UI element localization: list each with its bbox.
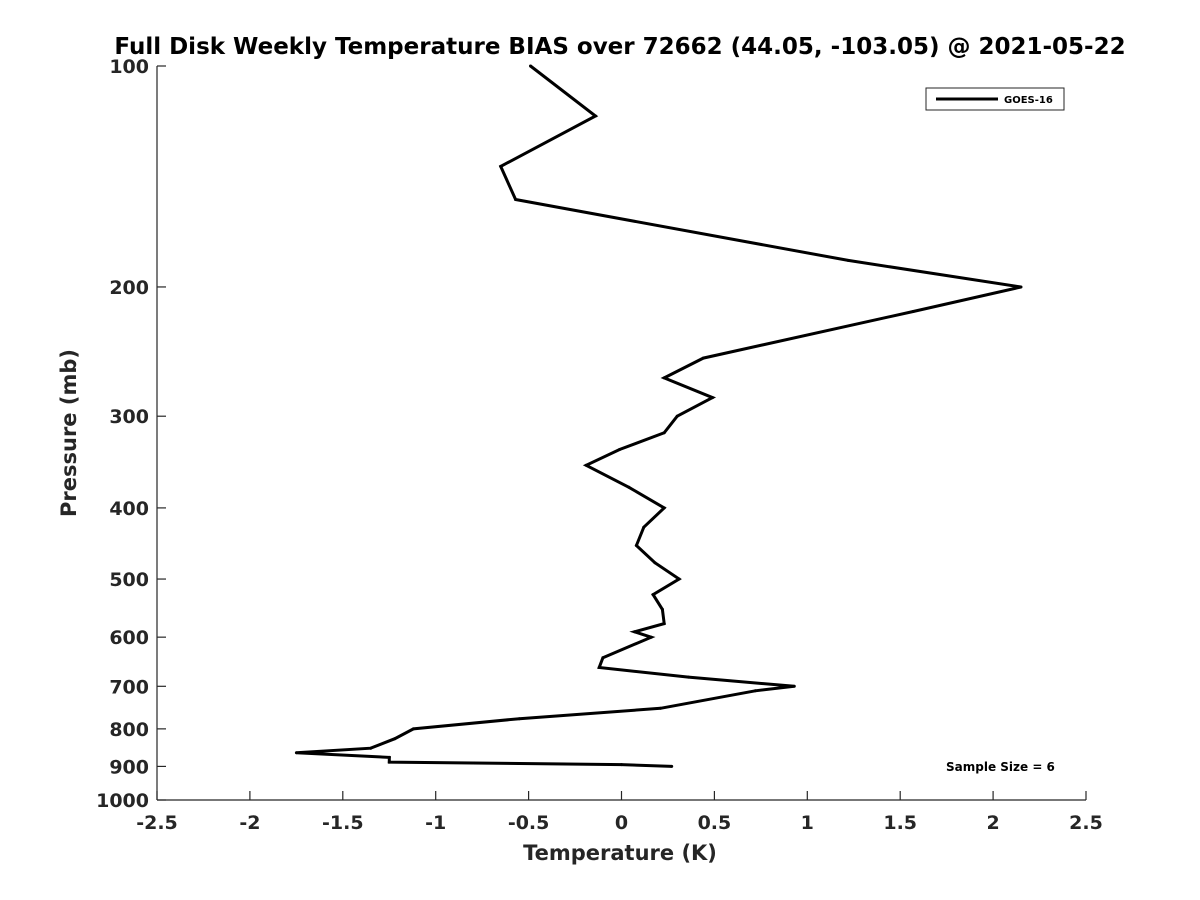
data-point xyxy=(393,737,397,741)
x-axis-label: Temperature (K) xyxy=(523,841,717,865)
data-point xyxy=(642,525,646,529)
data-point xyxy=(618,448,622,451)
x-axis-ticks: -2.5 -2 -1.5 -1 -0.5 0 0.5 1 1.5 2 2.5 xyxy=(136,791,1103,834)
y-tick-label: 800 xyxy=(109,719,149,741)
data-point xyxy=(294,751,298,755)
x-tick-label: 2.5 xyxy=(1069,812,1103,834)
y-axis-ticks: 100 200 300 400 500 600 700 800 900 1000 xyxy=(96,56,166,812)
data-point xyxy=(662,506,666,510)
y-tick-label: 200 xyxy=(109,277,149,299)
x-tick-label: -1.5 xyxy=(322,812,364,834)
x-tick-label: -1 xyxy=(425,812,446,834)
data-point xyxy=(584,463,588,467)
x-tick-label: 1.5 xyxy=(883,812,917,834)
data-point xyxy=(662,376,666,380)
data-point xyxy=(911,310,915,313)
data-point xyxy=(411,727,415,731)
chart-title: Full Disk Weekly Temperature BIAS over 7… xyxy=(114,34,1125,60)
data-point xyxy=(677,577,681,581)
data-point xyxy=(659,706,662,710)
data-point xyxy=(846,258,850,262)
data-point xyxy=(675,414,679,418)
data-point xyxy=(753,689,757,693)
series-line-goes-16 xyxy=(296,64,1022,768)
data-point xyxy=(597,666,601,669)
x-tick-label: 1 xyxy=(801,812,814,834)
series-points xyxy=(294,64,1023,768)
data-point xyxy=(660,607,664,611)
data-point xyxy=(670,764,674,768)
legend-label-goes-16: GOES-16 xyxy=(1004,95,1053,106)
data-point xyxy=(711,396,714,400)
x-tick-label: 2 xyxy=(986,812,999,834)
data-point xyxy=(633,630,636,634)
data-point xyxy=(517,717,521,721)
x-tick-label: -2 xyxy=(239,812,260,834)
x-tick-label: -0.5 xyxy=(508,812,550,834)
data-point xyxy=(387,755,391,759)
data-point xyxy=(1019,285,1023,289)
data-point xyxy=(601,656,605,660)
data-point xyxy=(594,114,597,118)
data-point xyxy=(529,64,532,68)
data-point xyxy=(653,561,657,565)
y-tick-label: 400 xyxy=(109,498,149,520)
data-point xyxy=(651,593,655,597)
legend: GOES-16 xyxy=(925,87,1065,111)
data-point xyxy=(662,431,666,435)
plot-area: -2.5 -2 -1.5 -1 -0.5 0 0.5 1 1.5 2 2.5 100 200 300 40… xyxy=(96,56,1103,834)
y-tick-label: 900 xyxy=(109,756,149,778)
data-point xyxy=(627,485,631,489)
data-point xyxy=(686,675,690,679)
data-point xyxy=(649,635,653,639)
data-point xyxy=(634,544,638,547)
data-point xyxy=(514,198,518,201)
data-point xyxy=(662,622,666,626)
y-tick-label: 500 xyxy=(109,569,149,591)
x-tick-label: 0 xyxy=(615,812,628,834)
y-axis-label: Pressure (mb) xyxy=(57,349,81,517)
data-point xyxy=(620,763,623,767)
sample-size-annotation: Sample Size = 6 xyxy=(946,760,1055,774)
data-point xyxy=(792,684,796,688)
x-tick-label: -2.5 xyxy=(136,812,178,834)
data-point xyxy=(701,356,705,360)
x-tick-label: 0.5 xyxy=(698,812,732,834)
y-tick-label: 700 xyxy=(109,676,149,698)
y-tick-label: 300 xyxy=(109,406,149,428)
y-tick-label: 1000 xyxy=(96,790,149,812)
y-tick-label: 100 xyxy=(109,56,149,78)
data-point xyxy=(499,164,503,168)
y-tick-label: 600 xyxy=(109,627,149,649)
data-point xyxy=(387,760,391,764)
data-point xyxy=(369,746,373,750)
